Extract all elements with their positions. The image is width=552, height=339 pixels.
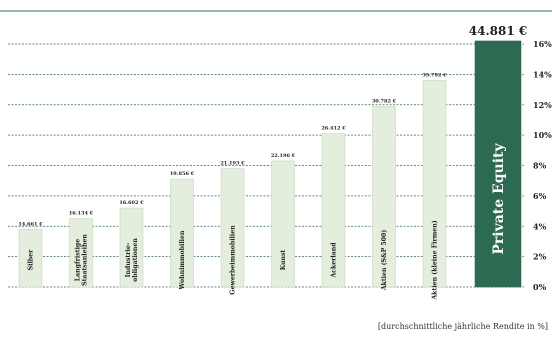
y-tick-label: 14% — [533, 69, 552, 79]
bar-group: 22.196 € Kunst — [271, 153, 296, 288]
bar-group: 16.602 € Industrie-obligationen — [119, 200, 144, 288]
bar-group: 44.881 € Private Equity — [469, 24, 527, 288]
y-tick-label: 0% — [533, 282, 547, 292]
bar-value-label: 21.193 € — [220, 161, 245, 167]
bar-group: 19.856 € Wohnimmobilien — [170, 171, 195, 290]
y-tick-label: 12% — [533, 100, 552, 110]
y-axis-tick-labels: 0% 2% 4% 6% 8% 10% 12% 14% 16% — [533, 39, 552, 292]
bar — [18, 228, 43, 288]
grid-lines — [8, 43, 524, 288]
bar-group: 26.412 € Ackerland — [321, 126, 346, 288]
bar-value-label: 35.792 € — [422, 72, 447, 78]
bar-group: 35.792 € Aktien (kleine Firmen) — [422, 72, 447, 300]
bar — [170, 178, 194, 288]
bar-category-label: Gewerbeimmobilien — [230, 225, 237, 295]
y-tick-label: 8% — [533, 161, 547, 171]
y-tick-label: 16% — [533, 39, 552, 49]
y-tick-label: 10% — [533, 130, 552, 140]
bars: 14.661 € Silber 16.134 € LangfristigeStaats… — [18, 24, 527, 301]
bar-category-label: Aktien (kleine Firmen) — [432, 220, 439, 300]
bar-value-label: 44.881 € — [469, 24, 527, 38]
bar-category-label: Industrie-obligationen — [125, 238, 139, 282]
bar-category-label: Wohnimmobilien — [179, 230, 186, 290]
bar — [220, 168, 245, 288]
bar-category-label: Kunst — [280, 250, 287, 271]
y-tick-label: 4% — [533, 221, 547, 231]
bar — [69, 218, 93, 288]
bar — [119, 207, 144, 288]
bar-value-label: 30.782 € — [372, 98, 397, 104]
bar-group: 30.782 € Aktien (S&P 500) — [372, 98, 397, 291]
bar-value-label: 16.602 € — [119, 200, 144, 206]
bar-value-label: 16.134 € — [69, 211, 94, 217]
bar-group: 21.193 € Gewerbeimmobilien — [220, 161, 245, 295]
bar-value-label: 26.412 € — [321, 126, 346, 132]
bar — [321, 133, 346, 288]
bar — [422, 80, 447, 288]
bar-category-label: Ackerland — [331, 242, 338, 279]
bar-category-label: LangfristigeStaatsanleihen — [75, 234, 89, 286]
y-tick-label: 6% — [533, 191, 547, 201]
bar-category-label: Aktien (S&P 500) — [381, 230, 388, 292]
bar-category-label: Private Equity — [491, 143, 507, 255]
bar-group: 16.134 € LangfristigeStaatsanleihen — [69, 211, 94, 288]
bar-value-label: 19.856 € — [170, 171, 195, 177]
bar — [271, 160, 295, 288]
bar — [372, 105, 396, 288]
y-tick-label: 2% — [533, 252, 547, 262]
bar — [474, 40, 522, 288]
bar-value-label: 14.661 € — [18, 221, 43, 227]
y-axis-label: [durchschnittliche jährliche Rendite in … — [377, 322, 548, 331]
bar-group: 14.661 € Silber — [18, 221, 43, 288]
bar-value-label: 22.196 € — [271, 153, 296, 159]
bar-category-label: Silber — [28, 249, 35, 270]
